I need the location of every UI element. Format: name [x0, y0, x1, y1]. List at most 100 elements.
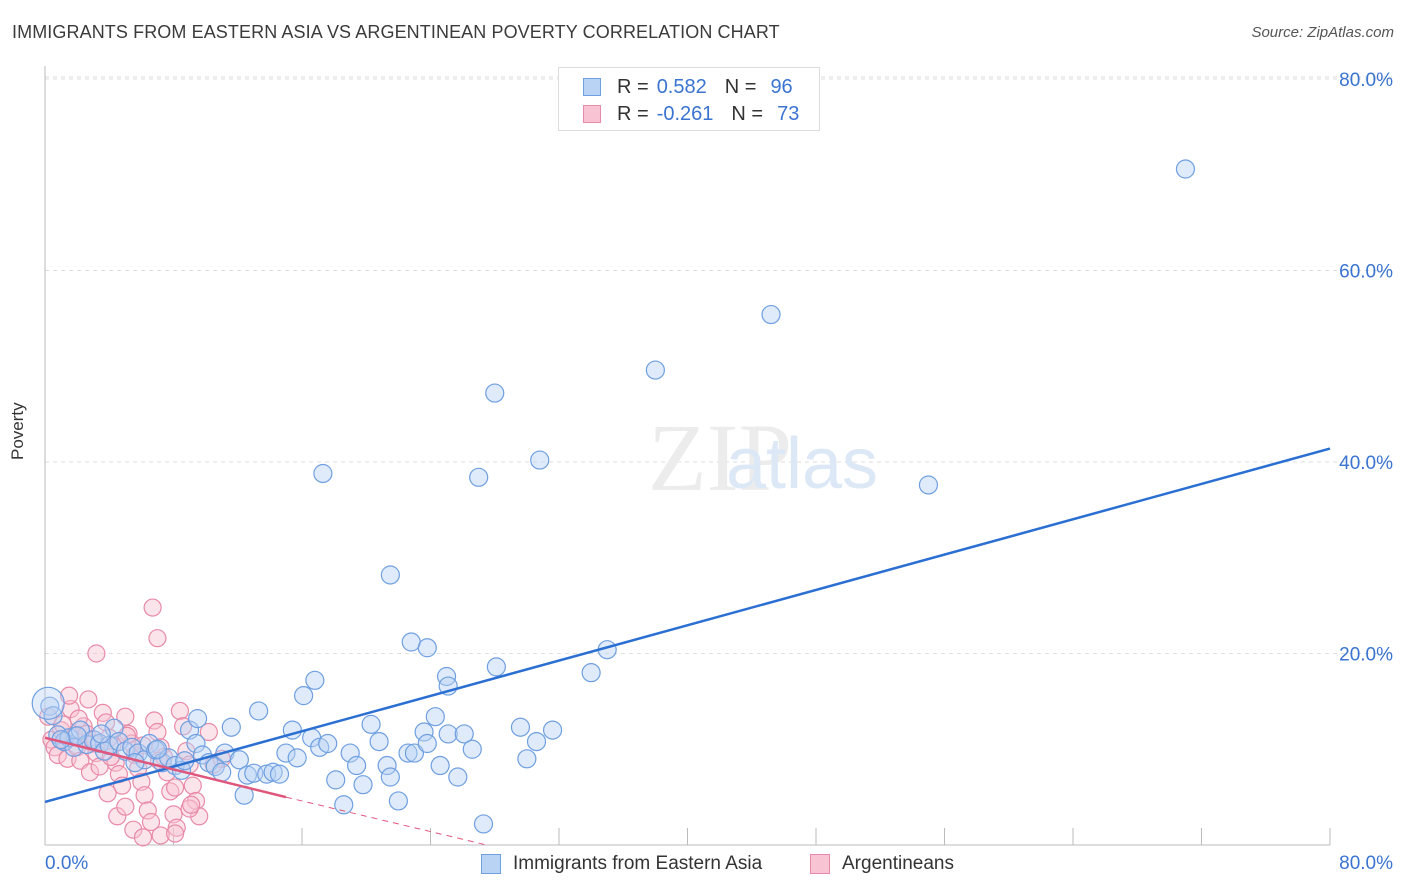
x-tick-label-min: 0.0%	[45, 853, 88, 874]
y-tick-label: 80.0%	[1339, 70, 1393, 91]
eastern-asia-point	[380, 565, 400, 585]
argentineans-point	[145, 711, 164, 730]
eastern-asia-point	[187, 709, 208, 729]
eastern-asia-point	[269, 764, 290, 784]
series-swatch-pink	[810, 854, 830, 874]
eastern-asia-point	[473, 814, 494, 834]
eastern-asia-point	[448, 767, 468, 787]
chart-source: Source: ZipAtlas.com	[1251, 24, 1394, 41]
axes	[44, 66, 1331, 846]
argentineans-point	[148, 629, 167, 648]
chart-title: IMMIGRANTS FROM EASTERN ASIA VS ARGENTIN…	[12, 22, 780, 42]
eastern-asia-point	[388, 791, 408, 811]
y-tick-label: 20.0%	[1339, 645, 1393, 666]
y-tick-label: 40.0%	[1339, 453, 1393, 474]
legend-r-label: R =	[617, 102, 649, 125]
argentineans-point	[116, 797, 135, 816]
legend-n-label: N =	[731, 102, 764, 125]
argentineans-point	[93, 703, 112, 722]
eastern-asia-point	[91, 724, 111, 744]
eastern-asia-point	[67, 726, 87, 746]
eastern-asia-points	[31, 159, 1196, 834]
eastern-asia-point	[436, 666, 457, 687]
series-legend-argentineans[interactable]: Argentineans	[810, 853, 954, 875]
eastern-asia-point	[486, 657, 506, 677]
argentineans-point	[166, 778, 185, 797]
eastern-asia-point	[542, 720, 563, 740]
eastern-asia-point	[318, 733, 338, 754]
correlation-legend: R = 0.582 N = 96 R = -0.261 N = 73	[558, 67, 820, 131]
eastern-asia-point	[530, 450, 550, 470]
legend-swatch-blue	[583, 78, 601, 96]
legend-row-argentineans: R = -0.261 N = 73	[583, 102, 799, 126]
eastern-asia-point	[414, 722, 434, 742]
legend-n-value: 96	[770, 75, 793, 98]
legend-r-label: R =	[617, 75, 649, 98]
argentineans-point	[135, 786, 154, 805]
eastern-asia-point	[510, 717, 531, 737]
eastern-asia-point	[526, 731, 547, 752]
eastern-asia-point	[186, 733, 206, 754]
eastern-asia-point	[417, 638, 437, 658]
eastern-asia-point	[377, 755, 397, 776]
eastern-asia-point	[430, 755, 450, 776]
eastern-asia-point	[276, 743, 296, 763]
eastern-asia-point	[454, 724, 474, 744]
argentineans-point	[174, 717, 193, 736]
tick-labels: 20.0% 40.0% 60.0% 80.0% 0.0% 80.0%	[45, 70, 1393, 874]
argentineans-point	[151, 826, 170, 845]
eastern-asia-trendline	[44, 447, 1331, 804]
eastern-asia-point	[425, 707, 445, 727]
series-legend-eastern-asia[interactable]: Immigrants from Eastern Asia	[481, 853, 762, 875]
eastern-asia-point	[340, 743, 360, 763]
eastern-asia-point	[761, 304, 781, 325]
eastern-asia-point	[313, 463, 333, 484]
eastern-asia-point	[287, 748, 307, 768]
eastern-asia-point	[305, 670, 325, 690]
legend-swatch-pink	[583, 105, 601, 123]
eastern-asia-point	[581, 663, 601, 683]
series-swatch-blue	[481, 854, 501, 874]
eastern-asia-point	[438, 724, 458, 744]
watermark-zip: ZIP	[648, 404, 792, 511]
legend-row-eastern-asia: R = 0.582 N = 96	[583, 75, 793, 99]
argentineans-trendline	[44, 736, 287, 799]
argentineans-point	[80, 763, 100, 782]
eastern-asia-point	[70, 720, 90, 740]
argentineans-point	[170, 701, 190, 721]
y-tick-label: 60.0%	[1339, 262, 1393, 283]
series-label-argentineans: Argentineans	[842, 853, 954, 874]
legend-n-value: 73	[777, 102, 800, 125]
eastern-asia-point	[334, 795, 354, 815]
eastern-asia-point	[401, 632, 421, 652]
x-tick-label-max: 80.0%	[1339, 853, 1393, 874]
argentineans-point	[199, 722, 218, 742]
eastern-asia-point	[43, 706, 63, 726]
argentineans-point	[166, 824, 185, 843]
series-label-eastern-asia: Immigrants from Eastern Asia	[513, 853, 763, 874]
argentineans-trendline-extension	[285, 796, 487, 846]
eastern-asia-point	[517, 749, 537, 769]
eastern-asia-point	[398, 743, 418, 763]
eastern-asia-point	[229, 750, 249, 770]
argentineans-point	[143, 598, 162, 617]
eastern-asia-point	[326, 770, 346, 790]
argentineans-point	[59, 686, 79, 705]
argentineans-point	[124, 820, 143, 839]
argentineans-point	[138, 801, 157, 820]
eastern-asia-point	[353, 775, 373, 795]
eastern-asia-point	[369, 731, 389, 752]
y-axis-label: Poverty	[8, 402, 27, 460]
eastern-asia-point	[361, 714, 381, 734]
eastern-asia-point	[147, 739, 168, 759]
argentineans-point	[183, 776, 202, 795]
eastern-asia-point	[485, 383, 505, 403]
eastern-asia-point	[221, 717, 241, 737]
legend-r-value: -0.261	[656, 102, 714, 125]
eastern-asia-point	[645, 360, 665, 380]
eastern-asia-point	[918, 475, 939, 495]
argentineans-point	[116, 707, 135, 726]
trendlines	[44, 447, 1331, 846]
watermark-atlas: atlas	[726, 424, 878, 504]
